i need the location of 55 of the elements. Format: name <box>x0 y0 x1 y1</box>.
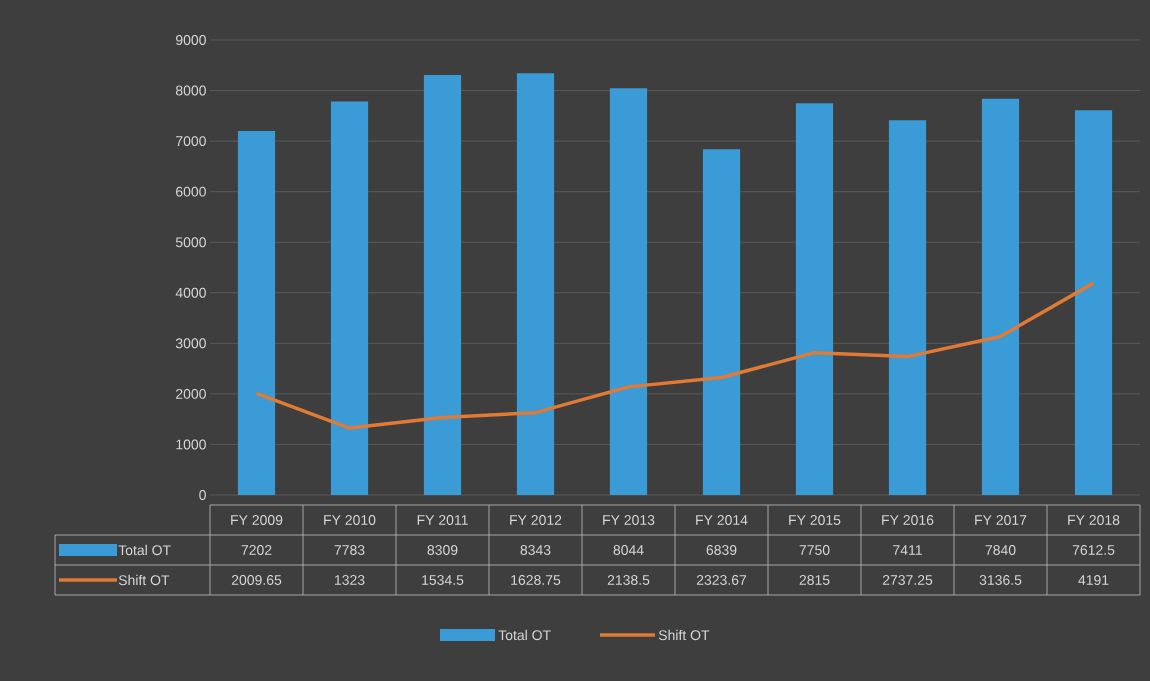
x-tick-label: FY 2013 <box>603 515 655 525</box>
x-tick-label: FY 2015 <box>789 515 841 525</box>
y-tick-label: 3000 <box>175 338 206 349</box>
x-tick-label: FY 2010 <box>324 515 376 525</box>
data-label: 7750 <box>799 545 830 555</box>
y-tick-label: 5000 <box>175 237 206 248</box>
bar <box>237 130 276 495</box>
x-tick-label: FY 2017 <box>975 515 1027 525</box>
x-tick-label: FY 2012 <box>510 515 562 525</box>
y-tick-label: 8000 <box>175 85 206 96</box>
data-label: 2815 <box>799 575 830 585</box>
x-tick-label: FY 2016 <box>882 515 934 525</box>
x-tick-label: FY 2018 <box>1068 515 1120 525</box>
data-label: 7840 <box>985 545 1016 555</box>
data-label: 3136.5 <box>979 575 1022 585</box>
legend-label: Shift OT <box>118 574 170 586</box>
bar <box>795 103 834 495</box>
data-label: 8343 <box>520 545 551 555</box>
data-label: 7411 <box>893 545 922 555</box>
data-label: 4191 <box>1078 575 1109 585</box>
x-tick-label: FY 2014 <box>696 515 748 525</box>
x-tick-label: FY 2009 <box>231 515 283 525</box>
data-label: 1628.75 <box>511 575 561 585</box>
data-label: 2138.5 <box>607 575 650 585</box>
data-label: 1534.5 <box>422 575 464 585</box>
y-tick-label: 6000 <box>176 186 206 197</box>
data-label: 8309 <box>427 545 458 555</box>
bar <box>981 98 1020 495</box>
y-tick-label: 4000 <box>175 287 206 298</box>
bar <box>702 149 741 495</box>
data-label: 6839 <box>706 545 737 555</box>
bar <box>330 101 369 495</box>
y-tick-label: 7000 <box>176 136 206 147</box>
y-tick-label: 9000 <box>175 35 206 45</box>
data-label: 7202 <box>241 545 272 555</box>
legend-label: Total OT <box>118 544 171 556</box>
data-label: 2737.25 <box>882 575 933 585</box>
data-label: 7783 <box>334 545 365 555</box>
data-label: 7612.5 <box>1072 545 1115 555</box>
y-tick-label: 1000 <box>176 439 206 450</box>
data-label: 1323 <box>334 575 365 585</box>
bar <box>423 74 462 495</box>
y-tick-label: 0 <box>199 490 206 500</box>
bar <box>888 120 927 495</box>
data-label: 2323.67 <box>696 575 747 585</box>
bar <box>516 73 555 495</box>
x-tick-label: FY 2011 <box>417 515 468 525</box>
bar <box>1074 110 1113 495</box>
data-label: 2009.65 <box>231 575 282 585</box>
text: Total OT <box>498 629 551 641</box>
line-series <box>254 281 1096 430</box>
y-tick-label: 2000 <box>176 388 206 399</box>
data-label: 8044 <box>613 545 644 555</box>
bar <box>609 88 648 495</box>
text: Shift OT <box>658 629 710 641</box>
